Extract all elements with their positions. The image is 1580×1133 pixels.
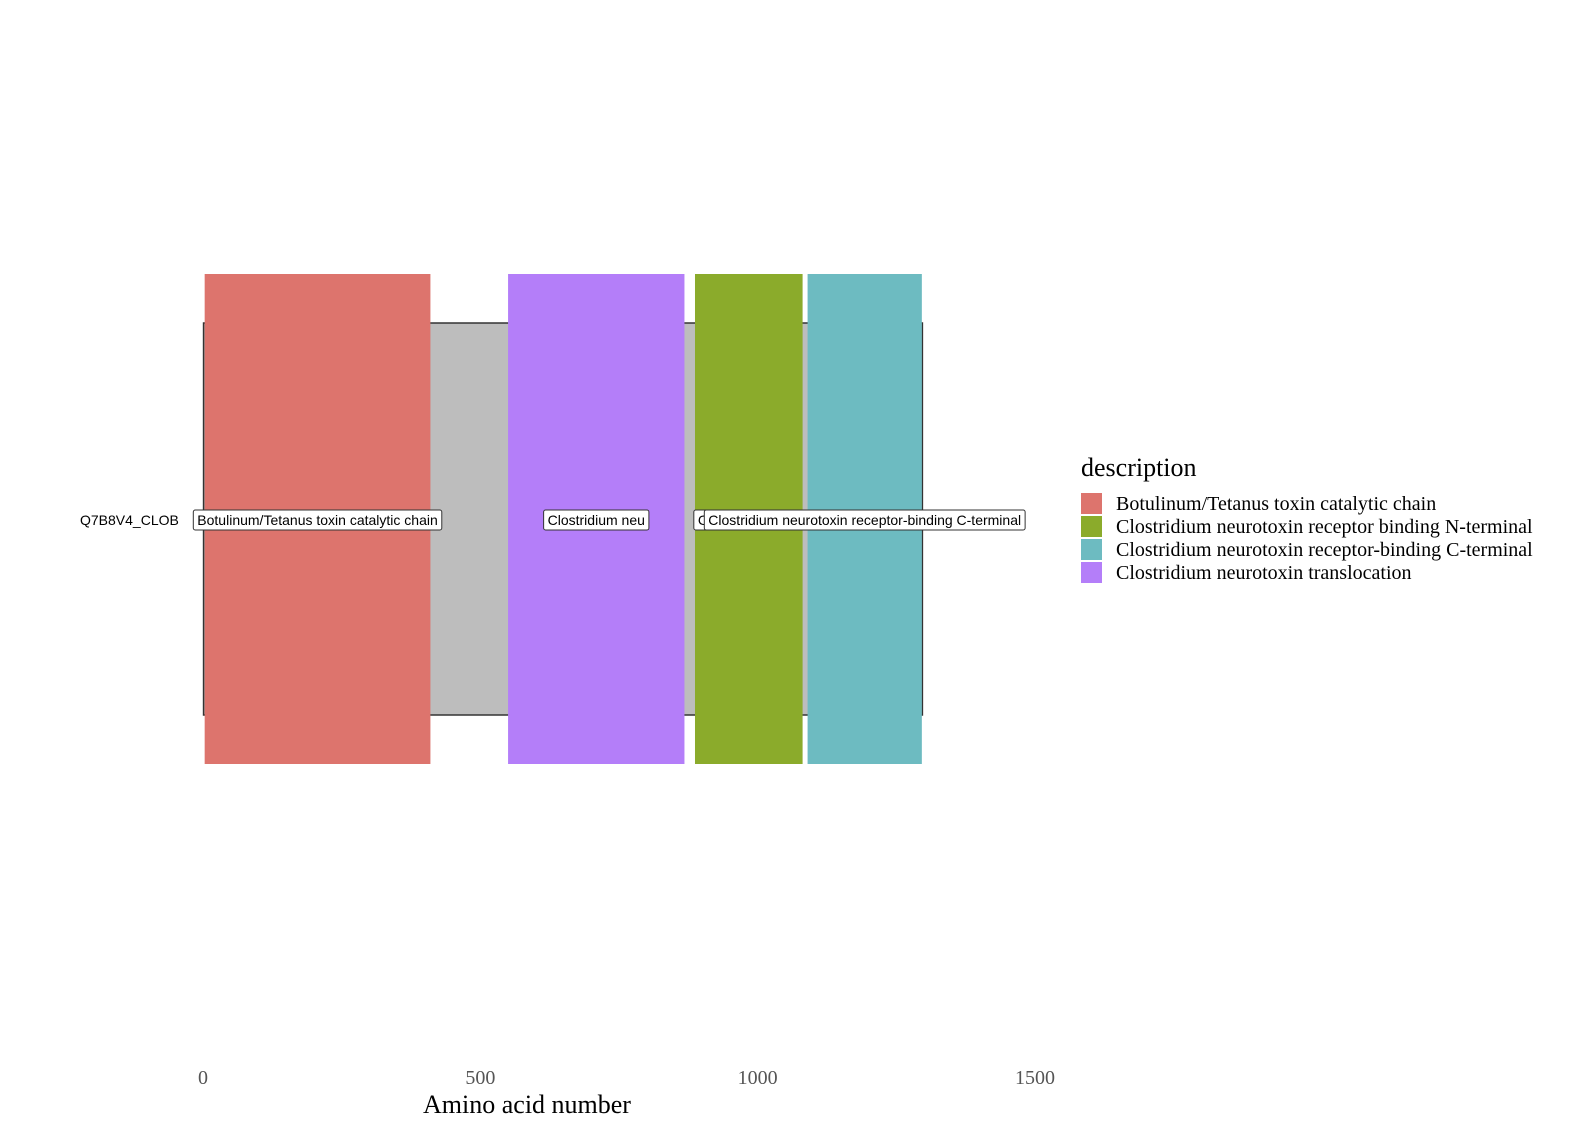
x-tick-label: 0	[198, 1067, 208, 1089]
legend-label: Clostridium neurotoxin translocation	[1116, 562, 1412, 584]
protein-label: Q7B8V4_CLOB	[80, 512, 179, 528]
x-tick-label: 1000	[738, 1067, 778, 1089]
x-tick-label: 1500	[1015, 1067, 1055, 1089]
domain-label-box	[543, 509, 650, 531]
legend-swatch	[1081, 516, 1102, 537]
legend: description Botulinum/Tetanus toxin cata…	[1081, 453, 1533, 584]
domain-label-text: Clostridium neurotoxin receptor-binding …	[708, 512, 1021, 528]
legend-swatch	[1081, 562, 1102, 583]
x-axis: 0 500 1000 1500	[198, 1067, 1055, 1089]
x-axis-title: Amino acid number	[423, 1090, 631, 1119]
legend-title: description	[1081, 453, 1197, 482]
domain-label: Botulinum/Tetanus toxin catalytic chain	[192, 509, 443, 531]
plot-area: Q7B8V4_CLOB Botulinum/Tetanus toxin catal…	[80, 274, 1026, 764]
x-tick-label: 500	[465, 1067, 495, 1089]
legend-label: Clostridium neurotoxin receptor binding …	[1116, 516, 1533, 538]
domain-label-text: Clostridium neu	[548, 512, 645, 528]
domain-label-text: Botulinum/Tetanus toxin catalytic chain	[197, 512, 437, 528]
domain-label: Clostridium neu	[543, 509, 650, 531]
domain-label: Clostridium neurotoxin receptor-binding …	[703, 509, 1026, 531]
legend-swatch	[1081, 493, 1102, 514]
legend-label: Botulinum/Tetanus toxin catalytic chain	[1116, 493, 1436, 515]
legend-swatch	[1081, 539, 1102, 560]
domain-label-box	[703, 509, 1026, 531]
legend-label: Clostridium neurotoxin receptor-binding …	[1116, 539, 1533, 561]
legend-items: Botulinum/Tetanus toxin catalytic chainC…	[1081, 493, 1533, 584]
domain-label-box	[192, 509, 443, 531]
